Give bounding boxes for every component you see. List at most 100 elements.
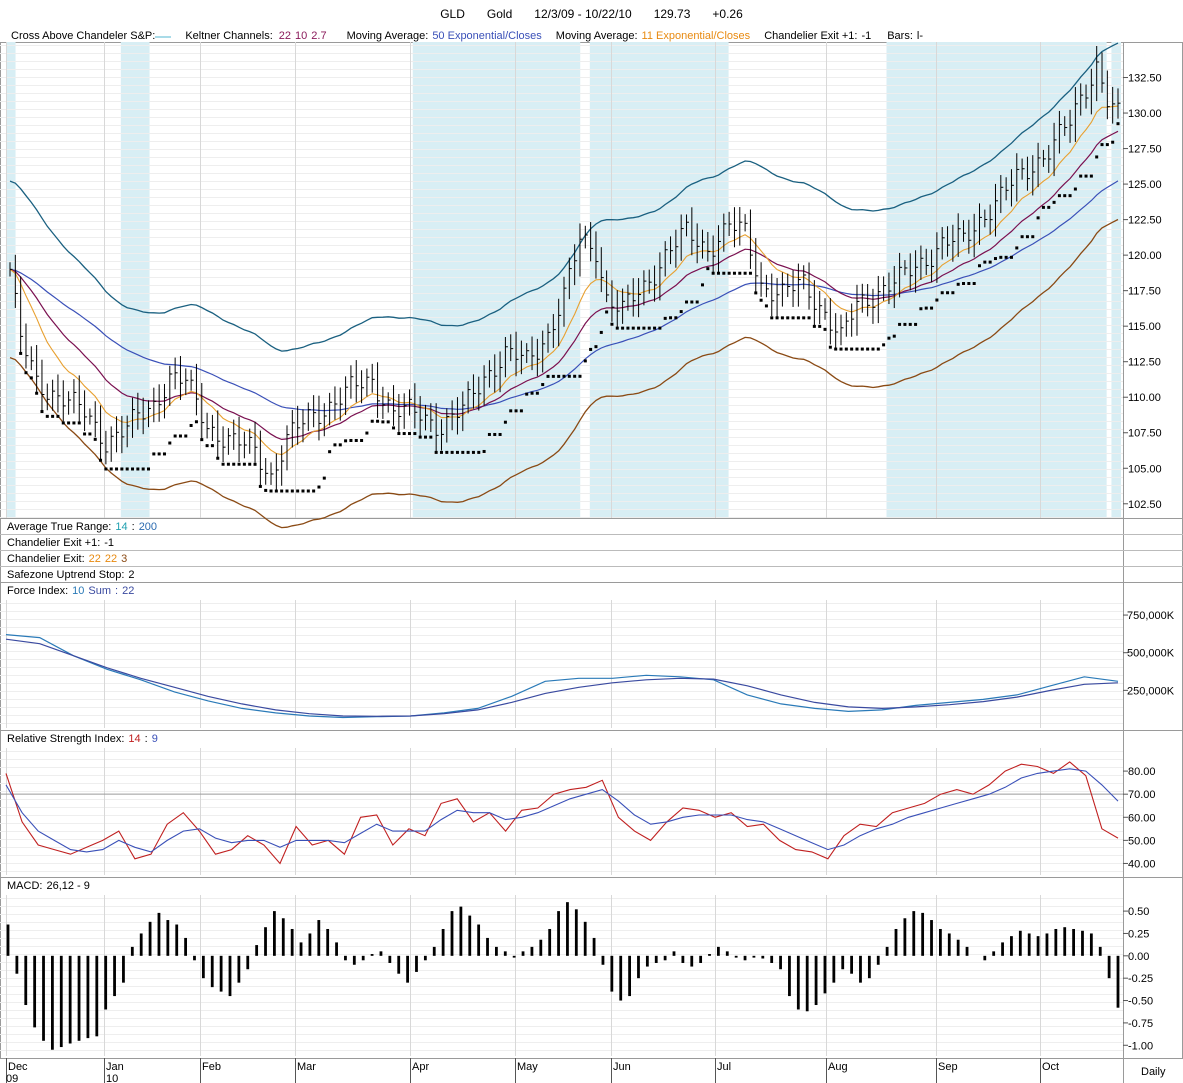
macd-panel[interactable]	[6, 902, 1120, 1050]
macd-bar	[24, 955, 28, 1006]
macd-bar	[317, 920, 321, 956]
safezone-stop-dot	[860, 347, 864, 351]
macd-bar	[805, 955, 809, 1012]
price-ytick-label: 120.00	[1128, 250, 1162, 262]
safezone-stop-dot	[115, 467, 119, 471]
price-ytick-label: 107.50	[1128, 428, 1162, 440]
macd-bar	[237, 955, 241, 983]
force-index-panel[interactable]	[5, 634, 1119, 719]
safezone-stop-dot	[823, 327, 827, 331]
safezone-stop-dot	[962, 281, 966, 285]
safezone-stop-dot	[855, 347, 859, 351]
legend-item: 22	[105, 553, 117, 565]
macd-bar	[175, 924, 179, 956]
macd-ytick-label: -1.00	[1128, 1040, 1153, 1052]
macd-bar	[290, 928, 294, 956]
rsi-legend: Relative Strength Index: 14:9	[7, 733, 158, 745]
macd-bar	[95, 955, 99, 1037]
macd-bar	[939, 928, 942, 956]
macd-bar	[299, 942, 303, 956]
safezone-stop-dot	[83, 432, 87, 436]
month-label: May	[517, 1061, 538, 1073]
gridlines	[0, 42, 1123, 1056]
macd-bar	[956, 939, 960, 956]
safezone-stop-dot	[200, 438, 204, 442]
safezone-stop-dot	[237, 462, 241, 466]
safezone-stop-dot	[471, 450, 475, 454]
macd-bar	[1072, 928, 1075, 956]
macd-bar	[308, 933, 312, 956]
legend-item: 200	[139, 521, 157, 533]
rsi-series-14	[5, 761, 1119, 865]
macd-bar	[468, 915, 472, 956]
safezone-stop-dot	[77, 421, 81, 425]
macd-bar	[814, 955, 818, 1006]
legend-item: Average True Range:	[7, 521, 111, 533]
safezone-stop-dot	[120, 467, 124, 471]
rsi-panel[interactable]	[0, 761, 1123, 865]
macd-bar	[361, 955, 365, 961]
safezone-stop-dot	[392, 426, 396, 430]
legend-item: Keltner Channels:	[185, 30, 272, 42]
macd-bar	[406, 955, 409, 983]
info-row-legend: Chandelier Exit +1: -1	[7, 537, 114, 549]
legend-item: Relative Strength Index:	[7, 733, 124, 745]
year-label: 10	[106, 1073, 118, 1083]
legend-item: 50 Exponential/Closes	[432, 30, 542, 42]
safezone-stop-dot	[621, 326, 625, 330]
safezone-stop-dot	[242, 462, 246, 466]
macd-bar	[832, 955, 836, 983]
safezone-stop-dot	[306, 489, 310, 493]
safezone-stop-dot	[546, 374, 550, 378]
safezone-stop-dot	[466, 450, 470, 454]
safezone-stop-dot	[147, 467, 150, 471]
macd-bar	[1098, 946, 1102, 956]
macd-bar	[566, 902, 569, 956]
safezone-stop-dot	[978, 264, 981, 268]
price-panel[interactable]	[9, 42, 1121, 529]
safezone-stop-dot	[88, 432, 92, 436]
safezone-stop-dot	[1020, 235, 1024, 239]
legend-item: 22	[122, 585, 134, 597]
safezone-stop-dot	[812, 324, 816, 328]
macd-bar	[903, 918, 907, 956]
legend-item: 9	[152, 733, 158, 745]
macd-bar	[1045, 933, 1049, 956]
macd-bar	[352, 955, 356, 965]
safezone-stop-dot	[258, 484, 262, 488]
safezone-stop-dot	[93, 437, 97, 441]
legend-item: Chandelier Exit:	[7, 553, 85, 565]
macd-bar	[921, 912, 925, 956]
safezone-stop-dot	[35, 391, 39, 395]
safezone-stop-dot	[780, 316, 784, 320]
safezone-stop-dot	[940, 291, 944, 295]
safezone-stop-dot	[514, 409, 518, 413]
safezone-stop-dot	[1041, 205, 1045, 209]
macd-bar	[912, 911, 916, 956]
macd-bar	[983, 955, 987, 961]
legend-item: -1	[861, 30, 871, 42]
price-ytick-label: 110.00	[1128, 392, 1161, 404]
macd-bar	[459, 906, 463, 956]
safezone-stop-dot	[519, 409, 523, 413]
macd-bar	[281, 918, 285, 956]
safezone-stop-dot	[999, 255, 1003, 259]
safezone-stop-dot	[498, 432, 502, 436]
price-legend: Cross Above Chandeler S&P: Keltner Channe…	[11, 30, 923, 42]
rsi-ytick-label: 50.00	[1128, 835, 1156, 847]
macd-bar	[326, 928, 330, 956]
safezone-stop-dot	[136, 467, 140, 471]
price-ytick-label: 102.50	[1128, 499, 1162, 511]
safezone-stop-dot	[216, 456, 220, 460]
shaded-region-1	[120, 42, 150, 518]
safezone-stop-dot	[951, 291, 955, 295]
safezone-stop-dot	[386, 420, 390, 424]
safezone-stop-dot	[642, 326, 646, 330]
date-range-label: 12/3/09 - 10/22/10	[534, 6, 632, 21]
macd-bar	[388, 955, 392, 963]
safezone-stop-dot	[892, 334, 896, 338]
safezone-stop-dot	[493, 432, 497, 436]
safezone-stop-dot	[898, 322, 902, 326]
safezone-stop-dot	[264, 488, 268, 492]
safezone-stop-dot	[802, 316, 806, 320]
